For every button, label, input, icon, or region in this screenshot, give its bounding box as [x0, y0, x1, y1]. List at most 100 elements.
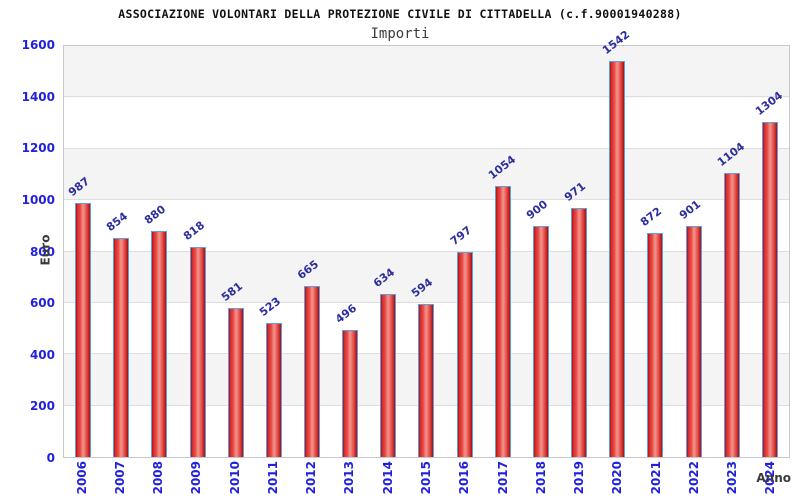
- x-tick-cell: 2011: [254, 461, 292, 499]
- bar-value-label: 818: [180, 218, 207, 243]
- x-tick-label: 2020: [610, 461, 625, 495]
- bar-value-label: 900: [523, 197, 551, 222]
- bar-2023[interactable]: [723, 173, 740, 457]
- y-tick-label: 1200: [21, 141, 55, 156]
- gridline: [64, 250, 789, 252]
- bar-2011[interactable]: [265, 322, 282, 457]
- x-tick-label: 2014: [380, 461, 395, 495]
- bar-2022[interactable]: [685, 225, 702, 457]
- bar-2017[interactable]: [494, 186, 511, 457]
- x-tick-cell: 2022: [675, 461, 713, 499]
- bar-2021[interactable]: [647, 233, 664, 457]
- x-tick-label: 2006: [74, 461, 89, 495]
- x-tick-label: 2011: [265, 461, 280, 495]
- x-tick-cell: 2013: [331, 461, 369, 499]
- y-tick-label: 800: [29, 244, 55, 259]
- bar-slot: 496: [331, 46, 369, 457]
- gridline: [64, 147, 789, 149]
- x-tick-label: 2019: [572, 461, 587, 495]
- bar-value-label: 1054: [485, 153, 518, 183]
- y-tick-label: 0: [46, 451, 55, 465]
- bar-2016[interactable]: [456, 252, 473, 457]
- bar-2006[interactable]: [75, 203, 92, 457]
- x-tick-cell: 2010: [216, 461, 254, 499]
- x-tick-label: 2007: [112, 461, 127, 495]
- bar-slot: 1542: [598, 28, 636, 457]
- bar-slot: 594: [407, 46, 445, 457]
- bar-value-label: 987: [66, 175, 93, 200]
- x-tick-cell: 2009: [178, 461, 216, 499]
- bar-2012[interactable]: [304, 286, 321, 457]
- bar-value-label: 634: [371, 265, 398, 291]
- bar-2024[interactable]: [761, 122, 778, 457]
- bar-slot: 665: [293, 46, 331, 457]
- chart-title: ASSOCIAZIONE VOLONTARI DELLA PROTEZIONE …: [118, 7, 682, 21]
- x-tick-label: 2018: [533, 461, 548, 495]
- bar-2010[interactable]: [227, 307, 244, 457]
- bar-value-label: 665: [295, 257, 322, 283]
- x-tick-label: 2012: [304, 461, 319, 495]
- bar-slot: 818: [178, 46, 216, 457]
- bar-slot: 971: [560, 46, 598, 457]
- chart-subtitle: Importi: [370, 26, 430, 42]
- x-tick-cell: 2020: [599, 461, 637, 499]
- gridline: [64, 301, 789, 303]
- bar-2018[interactable]: [532, 225, 549, 457]
- y-axis: 0 200 400 600 800 1000 1200 1400 1600: [0, 38, 58, 465]
- bar-value-label: 880: [142, 202, 169, 227]
- bar-value-label: 496: [333, 301, 360, 326]
- bar-value-label: 971: [562, 179, 589, 204]
- x-tick-cell: 2007: [101, 461, 139, 499]
- gridline: [64, 199, 789, 201]
- y-tick-label: 1400: [21, 89, 55, 104]
- bar-slot: 880: [140, 46, 178, 457]
- y-tick-label: 1600: [21, 38, 55, 52]
- bar-value-label: 594: [409, 276, 436, 301]
- y-tick-label: 200: [29, 399, 55, 414]
- x-tick-label: 2016: [457, 461, 472, 495]
- bar-slot: 1054: [484, 46, 522, 457]
- bar-2020[interactable]: [609, 60, 626, 457]
- bar-value-label: 581: [218, 279, 245, 304]
- x-tick-cell: 2017: [484, 461, 522, 499]
- bar-value-label: 872: [638, 204, 665, 230]
- x-tick-label: 2017: [495, 461, 510, 495]
- bar-2008[interactable]: [151, 230, 168, 457]
- bar-slots: 987 854 880 818 581 523 665 496 634 594 797 1054 900…: [64, 28, 789, 457]
- x-axis-title: Anno: [756, 471, 791, 485]
- y-axis-title: Euro: [38, 234, 53, 266]
- bar-2014[interactable]: [380, 294, 397, 457]
- bar-2015[interactable]: [418, 304, 435, 457]
- x-tick-cell: 2008: [140, 461, 178, 499]
- bar-value-label: 523: [256, 294, 283, 319]
- bar-2013[interactable]: [342, 329, 359, 457]
- bar-slot: 581: [217, 46, 255, 457]
- gridline: [64, 96, 789, 98]
- bar-slot: 987: [64, 46, 102, 457]
- bar-2019[interactable]: [571, 207, 588, 457]
- bar-slot: 1104: [713, 46, 751, 457]
- bar-slot: 872: [636, 46, 674, 457]
- x-tick-cell: 2014: [369, 461, 407, 499]
- x-tick-label: 2022: [686, 461, 701, 495]
- x-tick-cell: 2012: [293, 461, 331, 499]
- bar-value-label: 797: [447, 223, 474, 249]
- x-tick-cell: 2021: [637, 461, 675, 499]
- bar-slot: 854: [102, 46, 140, 457]
- y-tick-label: 600: [29, 296, 55, 311]
- x-tick-cell: 2018: [522, 461, 560, 499]
- bar-slot: 634: [369, 46, 407, 457]
- x-tick-label: 2010: [227, 461, 242, 495]
- x-axis: 2006 2007 2008 2009 2010 2011 2012 2013 2014 2015…: [63, 461, 790, 499]
- x-tick-cell: 2016: [446, 461, 484, 499]
- bar-2007[interactable]: [113, 237, 130, 457]
- x-tick-cell: 2023: [714, 461, 752, 499]
- x-tick-label: 2008: [151, 461, 166, 495]
- bar-2009[interactable]: [189, 246, 206, 457]
- bar-slot: 900: [522, 46, 560, 457]
- plot-area: 987 854 880 818 581 523 665 496 634 594 797 1054 900…: [63, 28, 790, 458]
- x-tick-label: 2009: [189, 461, 204, 495]
- bar-value-label: 901: [676, 197, 703, 222]
- bar-slot: 523: [255, 46, 293, 457]
